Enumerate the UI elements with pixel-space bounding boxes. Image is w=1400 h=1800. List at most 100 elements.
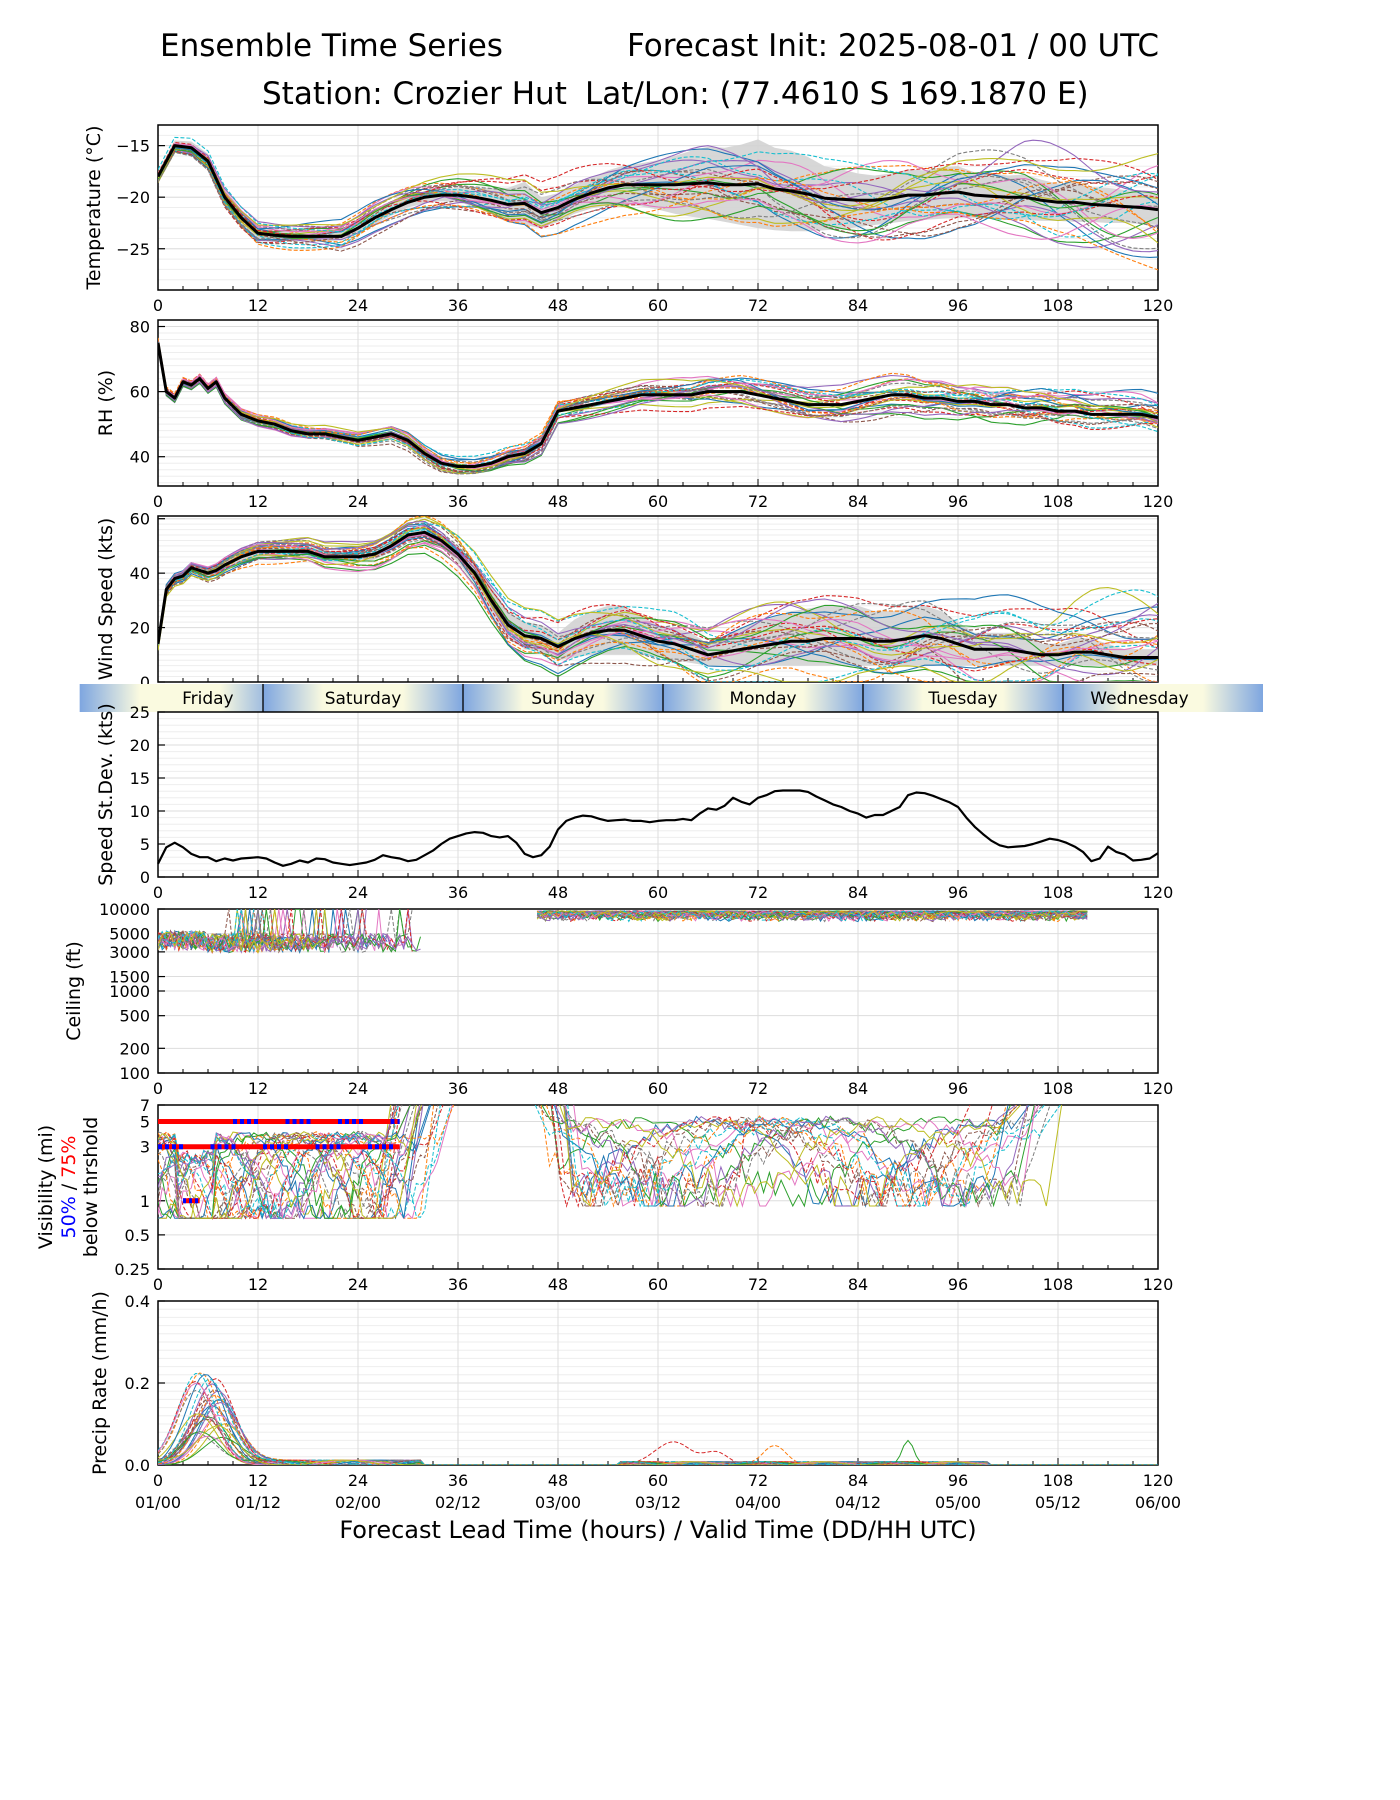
ensemble-member-line: [537, 910, 600, 920]
y-axis-label: Speed St.Dev. (kts): [95, 703, 117, 886]
y-tick-label: 1: [140, 1192, 150, 1211]
y-tick-label: 1500: [109, 968, 150, 987]
ensemble-member-line: [555, 1105, 993, 1207]
ensemble-member-line: [158, 1105, 424, 1220]
y-tick-label: 7: [140, 1096, 150, 1115]
ensemble-member-line: [653, 910, 1088, 922]
x-tick-label: 72: [748, 1275, 768, 1294]
ensemble-member-line: [158, 930, 321, 954]
ensemble-member-line: [158, 909, 250, 951]
ensemble-member-line: [158, 344, 1158, 472]
x-tick-label: 0: [153, 1275, 163, 1294]
y-axis-threshold-label: 50% / 75%: [58, 1136, 80, 1239]
ensemble-member-line: [158, 522, 1158, 674]
ensemble-member-line: [158, 522, 1158, 671]
x-tick-label: 96: [948, 1275, 968, 1294]
panel-frame: [157, 711, 1159, 878]
x-tick-label: 36: [448, 1079, 468, 1098]
day-block: [263, 684, 463, 712]
ensemble-mean-line: [157, 789, 1159, 867]
x-tick-label: 120: [1143, 1079, 1174, 1098]
x-tick-label: 24: [348, 1079, 368, 1098]
panel-2-data: [158, 337, 1158, 475]
y-tick-label: 60: [130, 510, 150, 529]
day-label: Tuesday: [927, 689, 997, 709]
x-tick-label: 0: [153, 883, 163, 902]
x-tick-label: 12: [248, 1079, 268, 1098]
panel-6: 75 3 1 0.5 0.250 12 24 36 48 60 72 84 96 108 120 Visibi…: [35, 1096, 1173, 1294]
x-tick-label: 0: [153, 1471, 163, 1490]
ensemble-member-line: [158, 1105, 435, 1220]
x-tick-label: 48: [548, 1275, 568, 1294]
ensemble-member-line: [158, 518, 1158, 656]
valid-time-label: 06/00: [1135, 1493, 1181, 1512]
panel-1-data: [158, 136, 1158, 271]
ensemble-mean-line: [158, 144, 1158, 238]
x-tick-label: 48: [548, 1079, 568, 1098]
ensemble-member-line: [158, 139, 1158, 228]
x-tick-label: 12: [248, 492, 268, 511]
ensemble-member-line: [158, 1431, 1158, 1465]
day-block: [79, 684, 280, 712]
panel-frame: [157, 515, 1159, 683]
ensemble-member-line: [158, 1105, 393, 1220]
ensemble-member-line: [158, 909, 413, 954]
x-tick-label: 24: [348, 1471, 368, 1490]
x-tick-label: 96: [948, 1471, 968, 1490]
ensemble-member-line: [158, 534, 1158, 662]
x-tick-label: 72: [748, 1471, 768, 1490]
ensemble-member-line: [564, 1105, 1017, 1207]
x-tick-label: 36: [448, 296, 468, 315]
ensemble-member-line: [158, 909, 413, 954]
y-tick-label: 25: [130, 703, 150, 722]
panel-3-data: [158, 516, 1158, 682]
x-tick-label: 24: [348, 296, 368, 315]
y-tick-label: 0: [140, 673, 150, 692]
x-tick-label: 120: [1143, 492, 1174, 511]
x-tick-label: 108: [1043, 492, 1074, 511]
ensemble-mean-line: [158, 530, 1158, 659]
x-tick-label: 72: [748, 1079, 768, 1098]
y-axis-label: Visibility (mi): [35, 1125, 57, 1249]
panel-1: −15 −20 −25 0 12 24 36 48 60 72 84 96 108 120 Temperat…: [83, 124, 1173, 315]
ensemble-mean-line: [158, 342, 1158, 468]
y-tick-label: 3000: [109, 943, 150, 962]
ensemble-member-line: [553, 1105, 1009, 1207]
y-tick-label: 0.0: [125, 1456, 150, 1475]
day-label: Sunday: [531, 689, 595, 709]
y-tick-label: 10: [130, 802, 150, 821]
x-tick-label: 60: [648, 492, 668, 511]
x-tick-label: 36: [448, 1275, 468, 1294]
x-tick-label: 96: [948, 492, 968, 511]
station-latlon: Lat/Lon: (77.4610 S 169.1870 E): [585, 76, 1089, 112]
ensemble-member-line: [553, 910, 588, 916]
label-50: 50%: [58, 1196, 80, 1238]
x-tick-label: 24: [348, 1275, 368, 1294]
ensemble-member-line: [550, 1105, 1019, 1208]
day-label: Wednesday: [1090, 689, 1188, 709]
ensemble-member-line: [158, 342, 1158, 469]
ensemble-member-line: [640, 910, 663, 919]
ensemble-member-line: [559, 1105, 1063, 1208]
x-tick-label: 108: [1043, 1079, 1074, 1098]
y-tick-label: 40: [130, 448, 150, 467]
ensemble-member-line: [537, 1105, 1029, 1208]
panel-4: 25 20 15 10 5 00 12 24 36 48 60 72 84 96 108 120 Speed S…: [95, 703, 1173, 902]
y-tick-label: 0.5: [125, 1226, 150, 1245]
ensemble-member-line: [158, 538, 1158, 682]
x-tick-label: 84: [848, 492, 868, 511]
ensemble-member-line: [562, 1105, 1051, 1208]
ensemble-member-line: [158, 1415, 1158, 1465]
valid-time-label: 04/12: [835, 1493, 881, 1512]
ensemble-member-line: [607, 910, 1005, 922]
ensemble-member-line: [158, 143, 1158, 244]
ensemble-member-line: [534, 1105, 1061, 1207]
ensemble-member-line: [158, 931, 421, 954]
ensemble-member-line: [158, 1413, 1158, 1465]
panel-7-data: [158, 1372, 1158, 1465]
x-tick-label: 24: [348, 883, 368, 902]
ensemble-member-line: [158, 526, 1158, 682]
day-strip: Friday Saturday Sunday Monday Tuesday Wednesd…: [79, 684, 1263, 712]
